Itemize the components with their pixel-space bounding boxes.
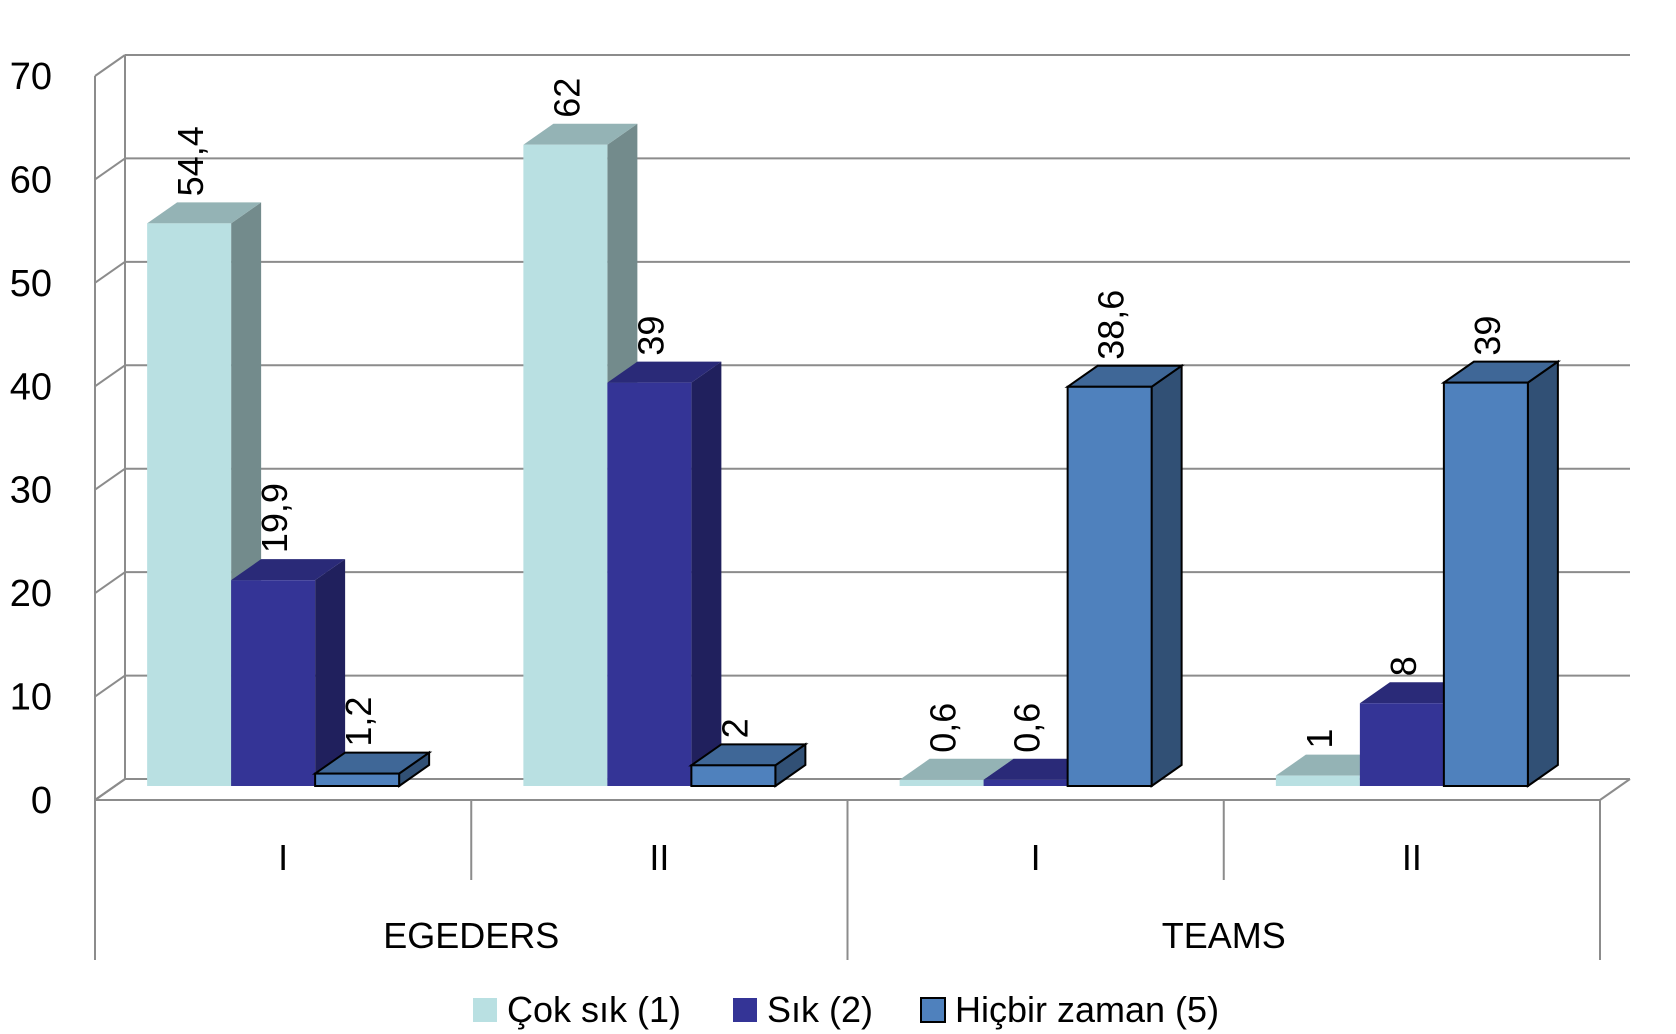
y-tick-label: 0: [31, 780, 52, 822]
y-tick-label: 10: [10, 677, 52, 719]
group-label: EGEDERS: [383, 915, 559, 956]
gridline-side: [94, 54, 126, 77]
bar: [231, 580, 316, 786]
y-tick-label: 40: [10, 366, 52, 408]
data-label: 39: [630, 316, 671, 356]
bar: [690, 764, 777, 787]
legend-swatch: [733, 998, 757, 1022]
y-tick-label: 60: [10, 159, 52, 201]
gridline-side: [94, 364, 126, 388]
gridline-side: [94, 261, 126, 284]
y-tick-label: 50: [10, 263, 52, 305]
data-label: 1,2: [338, 697, 379, 747]
legend-label: Hiçbir zaman (5): [955, 989, 1219, 1030]
x-tick-label: II: [1402, 837, 1422, 878]
bar: [607, 382, 692, 786]
legend: Çok sık (1) Sık (2) Hiçbir zaman (5): [473, 989, 1219, 1030]
bar: [147, 223, 232, 786]
bar: [983, 779, 1068, 786]
data-label: 62: [546, 78, 587, 118]
bar: [1442, 381, 1529, 787]
data-label: 54,4: [170, 126, 211, 196]
bar-top: [607, 361, 722, 383]
data-label: 39: [1467, 316, 1508, 356]
bar: [1066, 385, 1153, 787]
bar-top: [899, 758, 1014, 780]
data-label: 38,6: [1091, 290, 1132, 360]
bar-side: [691, 361, 722, 786]
gridline-side: [94, 674, 126, 698]
group-label: TEAMS: [1162, 915, 1286, 956]
bar-top: [523, 123, 638, 145]
x-tick-label: I: [278, 837, 288, 878]
y-axis: 0 10 20 30 40 50 60 70: [10, 56, 52, 822]
legend-label: Çok sık (1): [507, 989, 681, 1030]
data-label: 2: [714, 718, 755, 738]
bars: 54,4 19,9 1,2 62 39 2 0,6 0,6 38,6 1 8 39: [147, 78, 1562, 788]
y-tick-label: 20: [10, 573, 52, 615]
bar-side: [1150, 363, 1183, 788]
legend-swatch: [920, 997, 946, 1023]
bar: [314, 772, 401, 787]
gridline-side: [94, 778, 126, 801]
bar: [899, 779, 984, 786]
data-label: 8: [1383, 656, 1424, 676]
data-label: 19,9: [254, 483, 295, 553]
data-label: 1: [1299, 729, 1340, 749]
bar-side: [315, 559, 346, 786]
gridline-side: [94, 157, 126, 181]
bar-top: [231, 559, 346, 581]
bar-top: [147, 202, 262, 224]
gridline-side: [94, 467, 126, 491]
data-label: 0,6: [923, 703, 964, 753]
data-label: 0,6: [1007, 703, 1048, 753]
x-tick-label: II: [649, 837, 669, 878]
legend-label: Sık (2): [767, 989, 873, 1030]
y-tick-label: 70: [10, 56, 52, 98]
x-tick-label: I: [1031, 837, 1041, 878]
gridline-side: [94, 571, 126, 594]
bar: [1359, 703, 1444, 786]
y-tick-label: 30: [10, 470, 52, 512]
bar: [523, 144, 608, 786]
bar-side: [1526, 359, 1559, 788]
legend-swatch: [473, 998, 497, 1022]
bar: [1275, 775, 1360, 786]
floor-right-edge: [1599, 778, 1631, 801]
